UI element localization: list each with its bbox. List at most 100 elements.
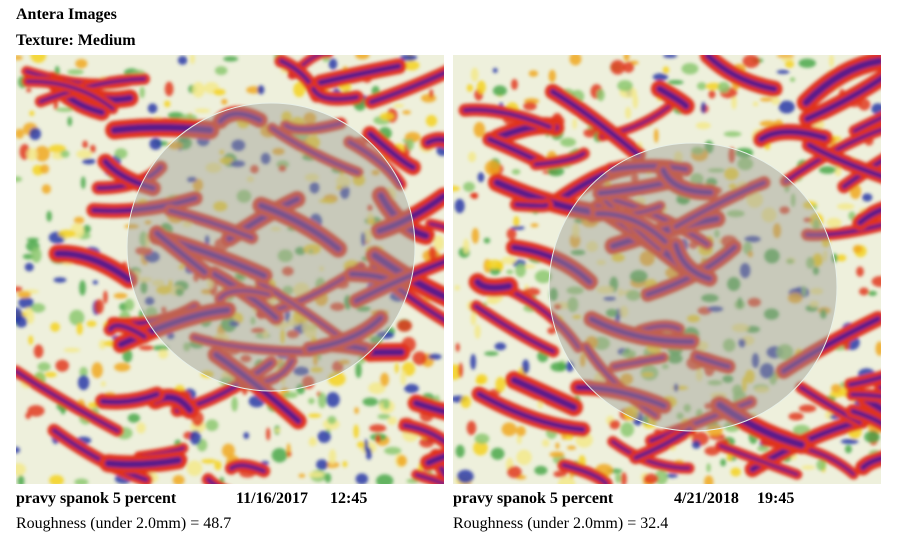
texture-detail <box>571 223 580 238</box>
texture-detail <box>206 477 218 484</box>
texture-detail <box>324 461 340 469</box>
texture-detail <box>79 366 88 378</box>
texture-detail <box>30 303 46 313</box>
texture-detail <box>759 120 777 127</box>
texture-detail <box>328 58 338 70</box>
texture-detail <box>192 82 205 98</box>
texture-detail <box>707 168 725 173</box>
texture-detail <box>231 139 246 152</box>
texture-detail <box>403 60 420 71</box>
texture-detail <box>516 449 532 466</box>
texture-detail <box>49 474 64 484</box>
texture-detail <box>663 55 678 59</box>
texture-detail <box>801 465 816 470</box>
texture-detail <box>787 292 803 304</box>
texture-detail <box>510 244 593 285</box>
texture-detail <box>500 256 517 265</box>
texture-detail <box>258 281 342 339</box>
texture-detail <box>788 412 804 421</box>
texture-detail <box>726 210 745 218</box>
texture-detail <box>156 285 172 295</box>
texture-detail <box>515 263 526 278</box>
texture-detail <box>428 222 444 229</box>
texture-detail <box>127 413 141 423</box>
texture-detail <box>220 316 237 333</box>
texture-detail <box>147 103 158 114</box>
texture-detail <box>375 434 381 443</box>
texture-detail <box>282 266 294 276</box>
texture-detail <box>138 345 154 351</box>
texture-detail <box>139 231 148 247</box>
texture-detail <box>717 81 730 93</box>
texture-detail <box>674 151 683 164</box>
texture-detail <box>433 235 444 251</box>
texture-detail <box>630 173 639 183</box>
texture-detail <box>878 385 881 391</box>
texture-detail <box>522 359 530 374</box>
texture-detail <box>810 287 824 295</box>
texture-detail <box>466 84 474 92</box>
texture-detail <box>319 266 324 272</box>
texture-detail <box>510 376 578 411</box>
texture-detail <box>296 383 306 395</box>
texture-detail <box>44 371 57 378</box>
texture-detail <box>412 351 427 366</box>
texture-detail <box>667 353 683 364</box>
texture-detail <box>55 107 74 112</box>
texture-detail <box>221 98 228 105</box>
texture-detail <box>16 55 444 484</box>
texture-detail <box>58 229 76 238</box>
texture-detail <box>557 476 576 484</box>
texture-detail <box>293 366 309 376</box>
texture-detail <box>429 89 434 98</box>
texture-detail <box>565 361 574 372</box>
texture-detail <box>277 249 294 263</box>
texture-detail <box>779 206 790 214</box>
texture-detail <box>784 60 795 68</box>
texture-detail <box>86 320 97 327</box>
texture-detail <box>327 371 346 387</box>
panel-name: pravy spanok 5 percent <box>16 490 177 507</box>
texture-detail <box>848 375 881 387</box>
texture-detail <box>177 55 188 65</box>
texture-detail <box>166 332 175 340</box>
texture-detail <box>632 93 639 109</box>
texture-detail <box>367 131 417 171</box>
texture-detail <box>871 103 881 115</box>
texture-detail <box>584 345 658 418</box>
texture-detail <box>230 160 246 168</box>
texture-detail <box>695 121 711 130</box>
texture-detail <box>840 438 859 445</box>
texture-detail <box>858 98 871 111</box>
texture-detail <box>533 151 586 167</box>
texture-detail <box>460 395 471 409</box>
texture-detail <box>470 67 479 82</box>
texture-detail <box>34 145 50 162</box>
texture-detail <box>728 183 737 190</box>
texture-detail <box>400 370 407 386</box>
texture-detail <box>99 391 160 405</box>
texture-detail <box>706 463 711 473</box>
texture-detail <box>770 96 780 105</box>
texture-detail <box>574 384 668 409</box>
texture-detail <box>871 275 881 287</box>
texture-detail <box>361 232 366 247</box>
texture-detail <box>555 442 560 450</box>
texture-detail <box>326 392 340 408</box>
texture-detail <box>102 158 156 192</box>
texture-detail <box>611 253 625 262</box>
texture-detail <box>317 392 327 409</box>
texture-detail <box>303 244 321 255</box>
texture-detail <box>530 223 539 228</box>
texture-detail <box>523 101 537 111</box>
roughness-value: 48.7 <box>203 515 232 532</box>
texture-detail <box>474 433 490 444</box>
texture-detail <box>371 169 380 176</box>
texture-detail <box>511 168 521 175</box>
texture-detail <box>327 415 337 425</box>
texture-detail <box>724 167 739 181</box>
texture-detail <box>612 355 665 369</box>
texture-detail <box>662 66 670 74</box>
texture-detail <box>661 364 669 370</box>
texture-detail <box>204 235 210 246</box>
